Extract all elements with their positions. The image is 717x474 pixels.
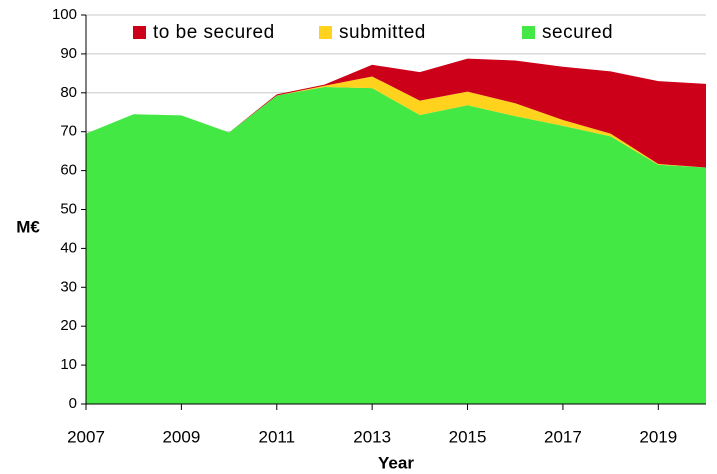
y-tick-label: 30: [60, 278, 77, 295]
x-tick-label: 2019: [639, 427, 677, 446]
y-tick-label: 40: [60, 239, 77, 256]
area: [86, 86, 706, 404]
y-tick-label: 20: [60, 317, 77, 334]
x-tick-label: 2017: [544, 427, 582, 446]
y-tick-label: 50: [60, 200, 77, 217]
legend-label: to be secured: [153, 22, 275, 43]
legend-swatch: [319, 26, 332, 39]
area: [86, 76, 706, 168]
x-tick-label: 2015: [449, 427, 487, 446]
x-tick-label: 2011: [258, 427, 295, 446]
legend-label: submitted: [339, 22, 426, 43]
y-tick-label: 90: [60, 45, 77, 62]
y-tick-label: 60: [60, 162, 77, 179]
x-tick-label: 2013: [353, 427, 391, 446]
area: [86, 58, 706, 168]
y-tick-label: 0: [69, 395, 77, 412]
y-tick-label: 100: [52, 6, 77, 23]
x-tick-label: 2007: [67, 427, 105, 446]
x-tick-label: 2009: [162, 427, 200, 446]
legend-label: secured: [542, 22, 613, 43]
legend-swatch: [133, 26, 146, 39]
y-axis-label: M€: [16, 217, 40, 236]
y-tick-label: 70: [60, 123, 77, 140]
y-tick-label: 80: [60, 84, 77, 101]
x-axis-label: Year: [378, 453, 414, 472]
y-tick-label: 10: [60, 356, 77, 373]
legend-swatch: [522, 26, 535, 39]
